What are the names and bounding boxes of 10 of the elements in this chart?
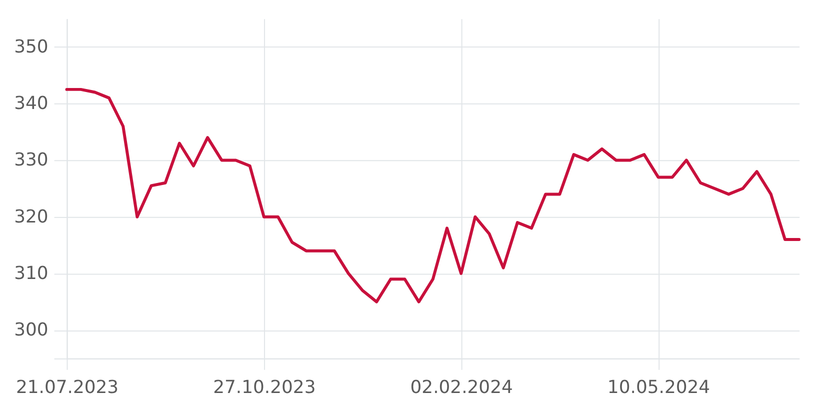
y-tick-label: 340 xyxy=(14,93,48,114)
y-tick-label: 330 xyxy=(14,150,48,171)
y-tick-label: 320 xyxy=(14,206,48,228)
x-tick-label: 21.07.2023 xyxy=(16,376,119,398)
y-tick-label: 310 xyxy=(14,262,48,284)
y-tick-label: 350 xyxy=(14,36,48,58)
x-tick-label: 27.10.2023 xyxy=(213,376,316,398)
y-tick-label: 300 xyxy=(14,320,48,341)
x-tick-label: 10.05.2024 xyxy=(607,376,710,398)
x-tick-label: 02.02.2024 xyxy=(410,376,513,398)
